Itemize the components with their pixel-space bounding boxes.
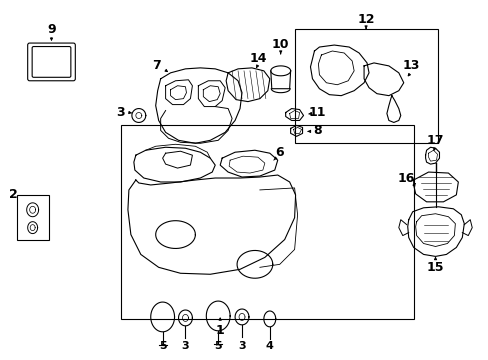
Text: 12: 12 (357, 13, 374, 26)
Text: 4: 4 (265, 341, 273, 351)
Text: 5: 5 (159, 341, 166, 351)
Text: 11: 11 (308, 106, 325, 119)
Text: 9: 9 (47, 23, 56, 36)
Text: 14: 14 (249, 53, 266, 66)
Bar (294, 29, 438, 143)
Text: 3: 3 (238, 341, 245, 351)
Text: 10: 10 (271, 37, 289, 50)
Text: 6: 6 (275, 146, 284, 159)
Text: 13: 13 (402, 59, 420, 72)
Text: 15: 15 (426, 261, 444, 274)
Text: 7: 7 (152, 59, 161, 72)
Text: 16: 16 (397, 171, 415, 185)
Text: 3: 3 (117, 106, 125, 119)
Text: 3: 3 (181, 341, 189, 351)
Text: 17: 17 (426, 134, 444, 147)
Bar (17, 195, 48, 239)
Text: 5: 5 (214, 341, 222, 351)
Text: 8: 8 (312, 124, 321, 137)
Text: 2: 2 (9, 188, 18, 201)
Bar (121, 125, 413, 319)
Text: 1: 1 (215, 324, 224, 337)
